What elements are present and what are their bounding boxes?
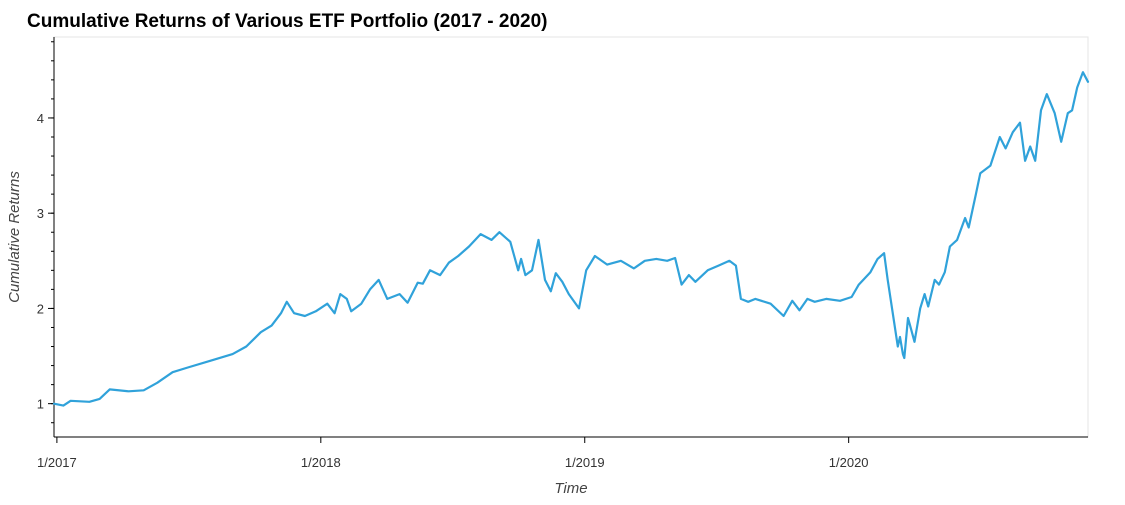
series-line <box>52 71 1090 407</box>
plot-area <box>53 36 1089 438</box>
y-tick-label: 3 <box>37 206 44 221</box>
y-tick-label: 4 <box>37 111 44 126</box>
y-tick-label: 2 <box>37 301 44 316</box>
x-tick-label: 1/2017 <box>37 455 77 470</box>
y-axis-title: Cumulative Returns <box>6 171 23 303</box>
chart-title: Cumulative Returns of Various ETF Portfo… <box>27 11 548 32</box>
x-axis-title: Time <box>554 480 587 497</box>
x-tick-label: 1/2020 <box>829 455 869 470</box>
x-tick-label: 1/2018 <box>301 455 341 470</box>
y-tick-label: 1 <box>37 397 44 412</box>
x-axis: 1/2017 1/2018 1/2019 1/2020 <box>37 436 1088 470</box>
x-tick-label: 1/2019 <box>565 455 605 470</box>
y-axis: 1 2 3 4 <box>37 37 55 437</box>
